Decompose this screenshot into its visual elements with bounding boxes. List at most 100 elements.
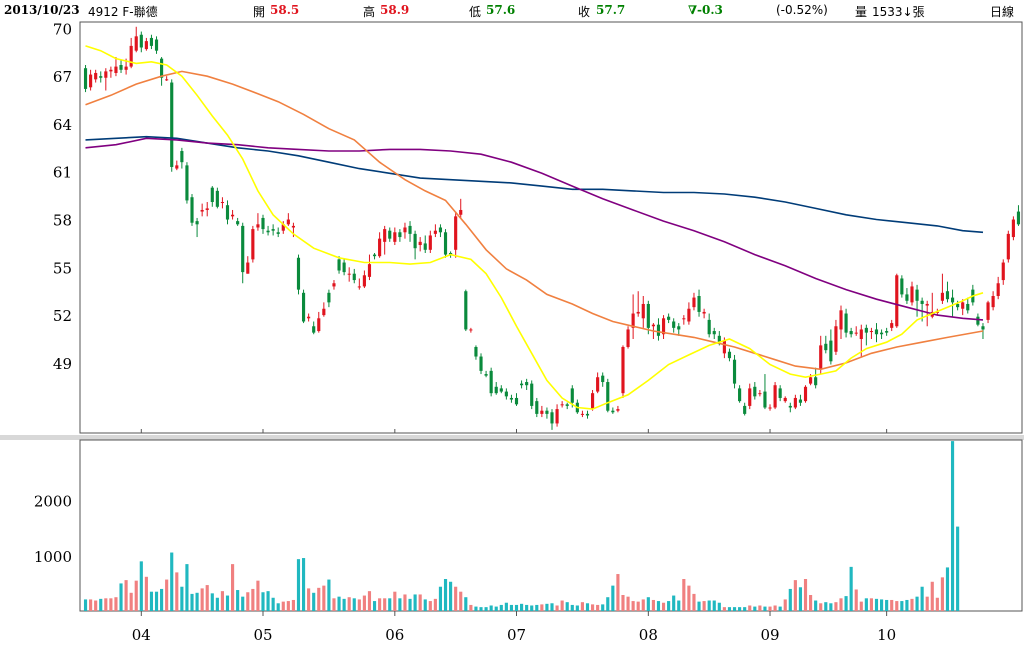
candle-body: [149, 37, 154, 46]
candle-body: [966, 303, 970, 311]
candle-body: [560, 404, 564, 406]
candle-body: [803, 386, 808, 402]
candle-body: [225, 205, 230, 220]
volume-bar: [682, 579, 686, 611]
volume-bar: [322, 585, 326, 611]
candle-body: [484, 374, 488, 376]
candle-body: [935, 311, 939, 313]
volume-bars: [83, 441, 960, 611]
volume-bar: [809, 595, 813, 611]
candle-body: [494, 386, 498, 394]
candle-body: [433, 230, 437, 234]
volume-bar: [585, 603, 590, 611]
candle-body: [175, 165, 179, 169]
candle-body: [398, 232, 402, 238]
volume-bar: [727, 607, 732, 611]
ma-mid-line: [85, 70, 984, 371]
price-tick-label: 70: [53, 20, 72, 38]
price-y-axis: 70 67 64 61 58 55 52 49: [53, 20, 72, 373]
quote-date: 2013/10/23: [4, 3, 80, 17]
volume-bar: [398, 598, 402, 611]
volume-bar: [940, 577, 944, 611]
candle-body: [885, 331, 889, 333]
volume-bar: [489, 605, 493, 611]
volume-bar: [819, 603, 823, 611]
volume-bar: [763, 606, 767, 611]
candle-body: [119, 65, 123, 70]
ma-long-a-line: [85, 135, 984, 234]
volume-bar: [890, 599, 894, 611]
candle-body: [165, 79, 169, 81]
volume-bar: [109, 598, 113, 611]
candle-body: [626, 329, 630, 347]
candle-body: [89, 74, 93, 88]
candle-body: [895, 275, 899, 327]
candle-body: [925, 303, 929, 306]
candle-body: [697, 296, 701, 312]
candle-body: [545, 410, 549, 414]
volume-bar: [702, 601, 706, 611]
volume-bar: [611, 585, 615, 611]
candle-body: [819, 345, 823, 370]
volume-bar: [296, 559, 301, 611]
change-percent: (-0.52%): [776, 3, 828, 17]
candle-body: [180, 151, 184, 163]
volume-bar: [342, 598, 346, 611]
volume-bar: [590, 604, 595, 611]
candle-body: [312, 326, 316, 333]
volume-bar: [139, 561, 143, 611]
candle-body: [322, 308, 326, 316]
volume-bar: [413, 594, 417, 611]
volume-bar: [570, 604, 574, 611]
volume-bar: [905, 599, 909, 611]
low-value: 57.6: [486, 3, 516, 17]
volume-bar: [844, 596, 848, 611]
volume-bar: [738, 607, 742, 611]
candle-body: [443, 232, 448, 255]
volume-bar: [104, 598, 108, 611]
volume-bar: [915, 596, 919, 611]
volume-bar: [428, 601, 432, 611]
volume-bar: [748, 605, 752, 611]
volume-bar: [205, 585, 209, 611]
candle-body: [834, 326, 838, 352]
volume-bar: [677, 600, 681, 611]
candle-body: [590, 393, 595, 410]
volume-bar: [215, 597, 219, 611]
volume-bar: [185, 564, 189, 611]
volume-bar: [225, 595, 230, 611]
candle-body: [357, 286, 361, 288]
candle-body: [281, 224, 285, 231]
volume-bar: [717, 602, 721, 611]
month-label: 05: [253, 626, 272, 644]
month-label: 10: [877, 626, 896, 644]
candle-body: [413, 233, 417, 249]
volume-bar: [778, 606, 782, 611]
candle-body: [479, 356, 483, 371]
candle-body: [185, 165, 189, 201]
candle-body: [844, 313, 848, 333]
volume-bar: [372, 601, 377, 611]
volume-bar: [555, 605, 559, 611]
candle-body: [798, 399, 803, 403]
volume-bar: [220, 591, 225, 611]
candle-body: [327, 292, 331, 303]
volume-bar: [626, 596, 630, 611]
candle-body: [890, 323, 894, 328]
volume-bar: [793, 580, 797, 611]
high-label: 高: [363, 5, 376, 19]
close-label: 收: [578, 5, 591, 19]
volume-bar: [438, 586, 443, 611]
candle-body: [646, 303, 650, 328]
volume-bar: [367, 591, 372, 611]
ma-long-b-line: [85, 137, 984, 321]
candle-body: [550, 412, 554, 424]
candle-body: [793, 397, 797, 408]
price-tick-label: 49: [53, 355, 72, 373]
volume-bar: [732, 607, 737, 611]
candle-body: [920, 300, 924, 304]
candle-body: [94, 72, 98, 80]
volume-bar: [753, 606, 757, 611]
candle-body: [682, 318, 686, 320]
volume-bar: [114, 597, 118, 611]
